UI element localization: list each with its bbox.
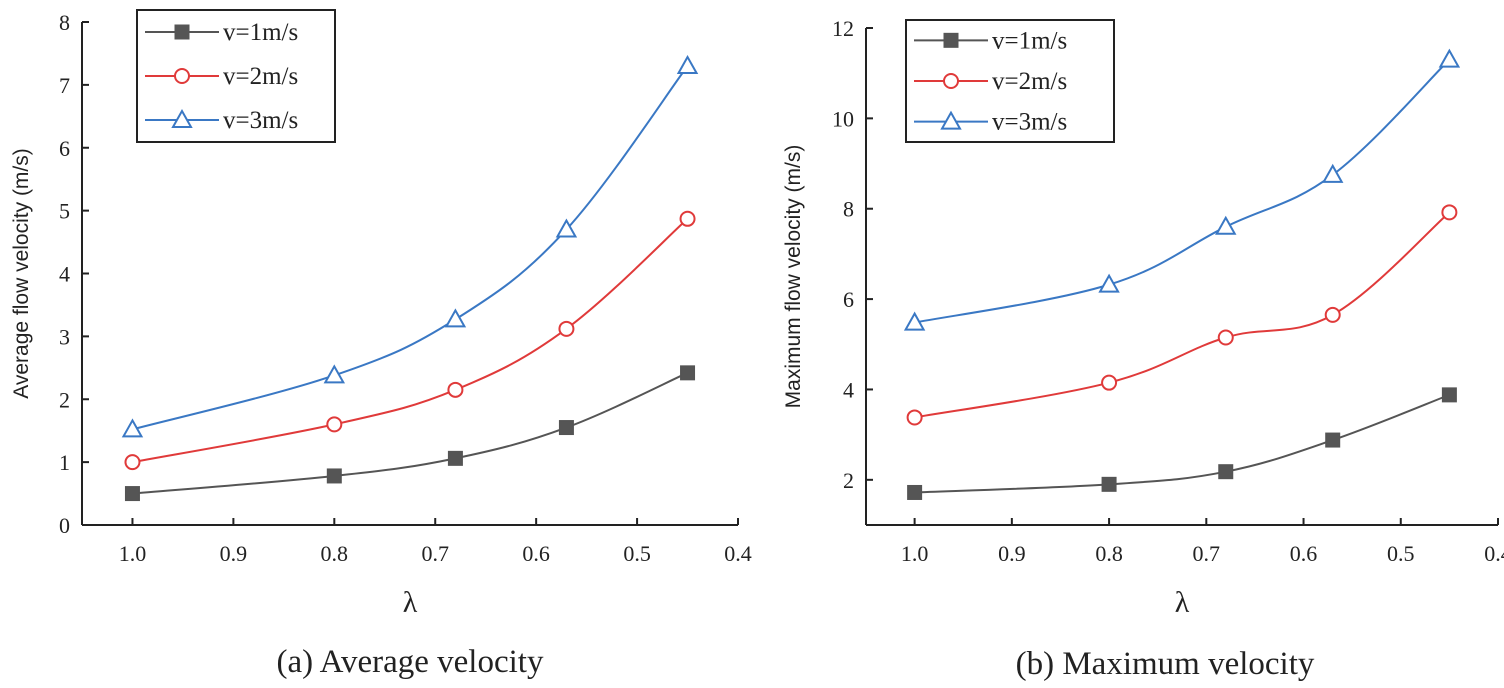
data-point [121,418,144,438]
y-tick-label: 5 [59,199,70,224]
legend: v=1m/s v=2m/s v=3m/s [905,19,1115,143]
data-point [326,416,343,433]
data-point [447,381,464,398]
chart-average-velocity: 0 1 2 3 4 5 6 7 8 1.0 0.9 0.8 0.7 0.6 0.5 0.4 Average fl… [10,9,752,680]
y-tick-label: 3 [59,324,70,349]
data-point [558,320,575,337]
y-tick-label: 8 [59,10,70,35]
data-point [558,420,574,436]
series-line [914,211,1451,419]
y-tick-label: 4 [59,262,70,287]
legend-marker [174,24,190,40]
series-v=2m/s [124,210,696,471]
x-tick-label: 0.7 [1193,541,1221,566]
series-line [914,393,1450,494]
data-point [1438,48,1461,68]
x-tick-label: 0.5 [623,541,651,566]
data-point [903,311,926,331]
x-tick-label: 0.4 [1484,541,1504,566]
data-point [1215,215,1237,235]
legend-label: v=1m/s [223,19,298,46]
y-tick-label: 4 [843,377,854,402]
data-point [1441,387,1457,403]
data-point [1217,329,1234,346]
y-tick-label: 6 [59,136,70,161]
x-axis-label: λ [403,586,418,619]
x-tick-label: 1.0 [901,541,929,566]
x-tick-label: 0.9 [998,541,1026,566]
y-tick-label: 1 [59,450,70,475]
data-point [124,486,140,502]
series-line [132,371,688,495]
series-line [132,218,689,464]
y-tick-label: 10 [832,106,854,131]
legend-label: v=2m/s [223,63,298,90]
y-tick-label: 8 [843,197,854,222]
legend-label: v=1m/s [992,27,1067,54]
y-axis-label: Maximum flow velocity (m/s) [782,145,805,409]
data-point [323,364,346,384]
legend-marker [940,110,962,130]
series-v=1m/s [124,365,696,502]
data-point [555,218,578,238]
series-v=3m/s [903,48,1461,331]
series-v=3m/s [121,54,699,438]
data-point [1218,464,1234,480]
x-tick-label: 0.7 [421,541,449,566]
y-axis-label: Average flow velocity (m/s) [10,148,33,399]
data-point [907,484,923,500]
y-tick-label: 12 [832,16,854,41]
legend-marker [943,73,959,89]
data-point [1098,273,1120,293]
data-point [1321,163,1344,183]
x-tick-label: 0.6 [522,541,550,566]
x-tick-label: 0.4 [724,541,752,566]
data-point [326,468,342,484]
legend-marker [174,68,190,84]
y-tick-label: 6 [843,287,854,312]
data-point [680,365,696,381]
data-point [676,54,699,75]
y-tick-label: 2 [843,468,854,493]
x-axis-label: λ [1175,586,1190,619]
data-point [1441,204,1458,221]
data-point [447,450,463,466]
x-tick-label: 0.6 [1290,541,1318,566]
y-tick-label: 7 [59,73,70,98]
data-point [1324,306,1341,323]
data-point [1101,476,1117,492]
legend-label: v=3m/s [223,107,298,134]
chart-caption: (b) Maximum velocity [1016,646,1315,682]
x-tick-label: 0.8 [321,541,349,566]
data-point [444,308,467,328]
x-tick-label: 0.9 [220,541,248,566]
legend-marker [171,108,193,128]
x-tick-label: 0.8 [1095,541,1123,566]
data-point [1101,374,1118,391]
series-v=2m/s [906,204,1458,426]
chart-maximum-velocity: 2 4 6 8 10 12 1.0 0.9 0.8 0.7 0.6 0.5 0.4 Maximum flo… [782,16,1504,682]
legend: v=1m/s v=2m/s v=3m/s [136,9,336,143]
legend-marker [943,32,959,48]
data-point [124,454,141,471]
x-tick-label: 0.5 [1387,541,1415,566]
data-point [679,210,696,227]
y-tick-label: 2 [59,387,70,412]
x-tick-label: 1.0 [119,541,147,566]
data-point [1325,432,1341,448]
y-tick-label: 0 [59,513,70,538]
data-point [906,409,923,426]
legend-label: v=3m/s [992,109,1067,136]
legend-label: v=2m/s [992,68,1067,95]
chart-caption: (a) Average velocity [277,644,544,680]
series-v=1m/s [907,387,1457,500]
